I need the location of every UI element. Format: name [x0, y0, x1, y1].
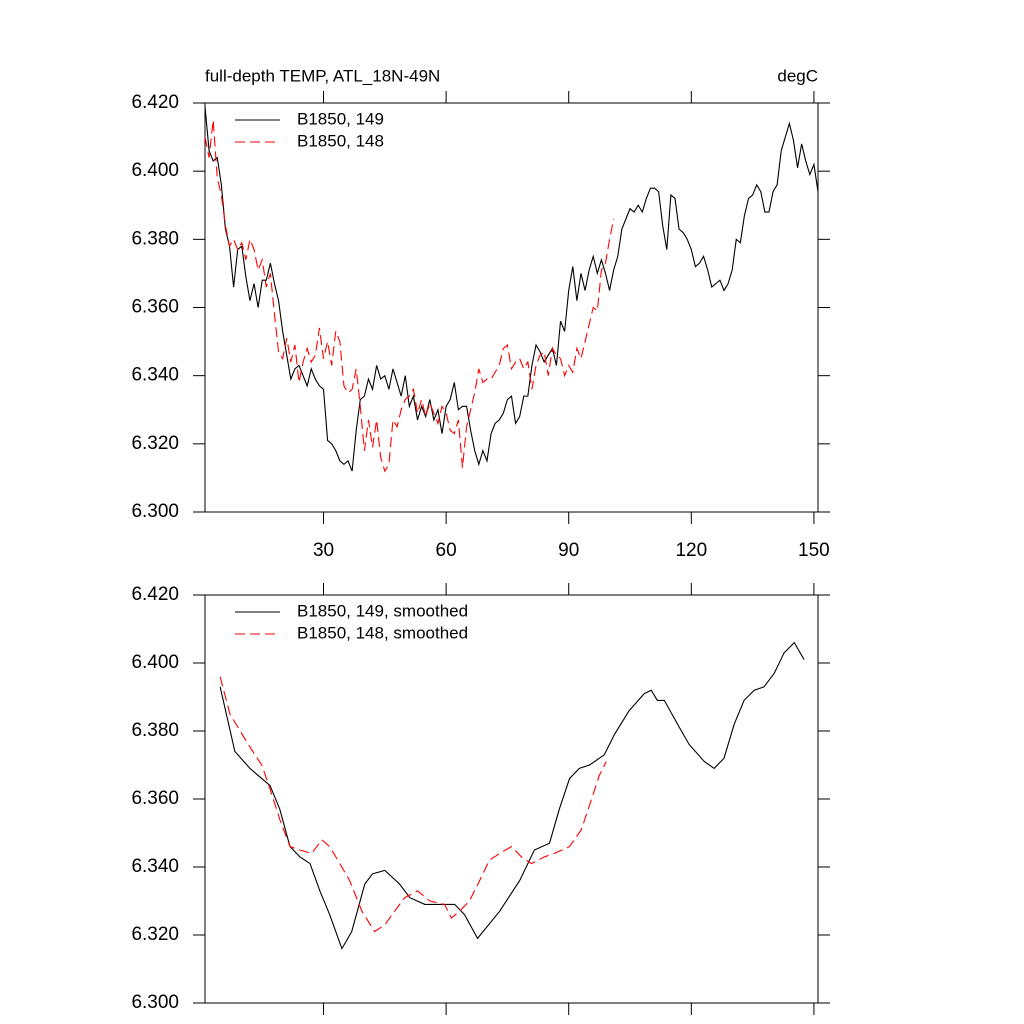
units: degC — [777, 66, 818, 85]
y-tick-label: 6.380 — [131, 720, 179, 741]
x-tick-label: 60 — [436, 540, 457, 561]
y-tick-label: 6.420 — [131, 584, 179, 605]
title: full-depth TEMP, ATL_18N-49N — [205, 66, 440, 85]
series-line — [219, 676, 607, 933]
y-tick-label: 6.320 — [131, 924, 179, 945]
x-tick-label: 150 — [798, 540, 830, 561]
y-tick-label: 6.360 — [131, 788, 179, 809]
y-tick-label: 6.420 — [131, 92, 179, 113]
series-line — [204, 106, 819, 472]
legend-label: B1850, 149, smoothed — [297, 601, 468, 620]
series-line — [219, 641, 805, 950]
y-tick-label: 6.320 — [131, 433, 179, 454]
plot-frame — [204, 102, 819, 513]
y-tick-label: 6.300 — [131, 501, 179, 522]
y-tick-label: 6.340 — [131, 856, 179, 877]
y-tick-label: 6.300 — [131, 992, 179, 1013]
y-tick-label: 6.340 — [131, 365, 179, 386]
x-tick-label: 90 — [558, 540, 579, 561]
series-line — [204, 119, 615, 473]
x-tick-label: 120 — [675, 540, 707, 561]
legend-label: B1850, 149 — [297, 109, 384, 128]
plot-frame — [204, 594, 819, 1004]
y-tick-label: 6.380 — [131, 228, 179, 249]
y-tick-label: 6.360 — [131, 297, 179, 318]
y-tick-label: 6.400 — [131, 160, 179, 181]
x-tick-label: 30 — [313, 540, 334, 561]
y-tick-label: 6.400 — [131, 652, 179, 673]
legend-label: B1850, 148 — [297, 131, 384, 150]
legend-label: B1850, 148, smoothed — [297, 623, 468, 642]
